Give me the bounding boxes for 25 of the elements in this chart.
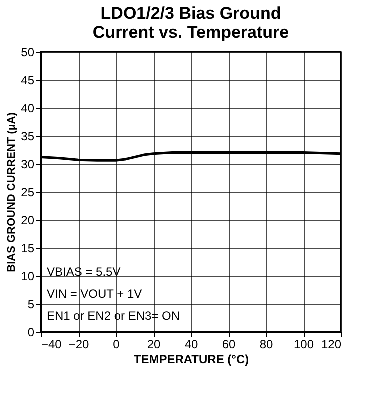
x-tick-label: 80 <box>260 338 274 352</box>
annotation: VIN = VOUT + 1V <box>47 287 142 301</box>
y-tick-label: 40 <box>21 102 35 116</box>
x-tick-label: −40 <box>42 338 62 352</box>
y-tick-label: 50 <box>21 46 35 60</box>
y-tick-label: 5 <box>28 298 35 312</box>
y-axis-title: BIAS GROUND CURRENT (µA) <box>6 112 18 272</box>
x-tick-label: 40 <box>184 338 198 352</box>
y-tick-label: 30 <box>21 158 35 172</box>
y-tick-label: 35 <box>21 130 35 144</box>
y-tick-label: 10 <box>21 270 35 284</box>
x-tick-label: 120 <box>321 338 342 352</box>
x-tick-label: 100 <box>294 338 314 352</box>
y-tick-label: 45 <box>21 74 35 88</box>
x-axis-title: TEMPERATURE (°C) <box>134 352 250 366</box>
x-tick-label: 20 <box>147 338 161 352</box>
x-tick-label: 60 <box>222 338 236 352</box>
y-tick-label: 25 <box>21 186 35 200</box>
y-tick-label: 20 <box>21 214 35 228</box>
text: LDO1/2/3 Bias Ground <box>100 4 282 23</box>
x-tick-label: −20 <box>68 338 90 352</box>
x-tick-label: 0 <box>113 338 120 352</box>
y-tick-label: 15 <box>21 242 35 256</box>
y-tick-label: 0 <box>28 326 35 340</box>
text: Current vs. Temperature <box>92 23 290 42</box>
